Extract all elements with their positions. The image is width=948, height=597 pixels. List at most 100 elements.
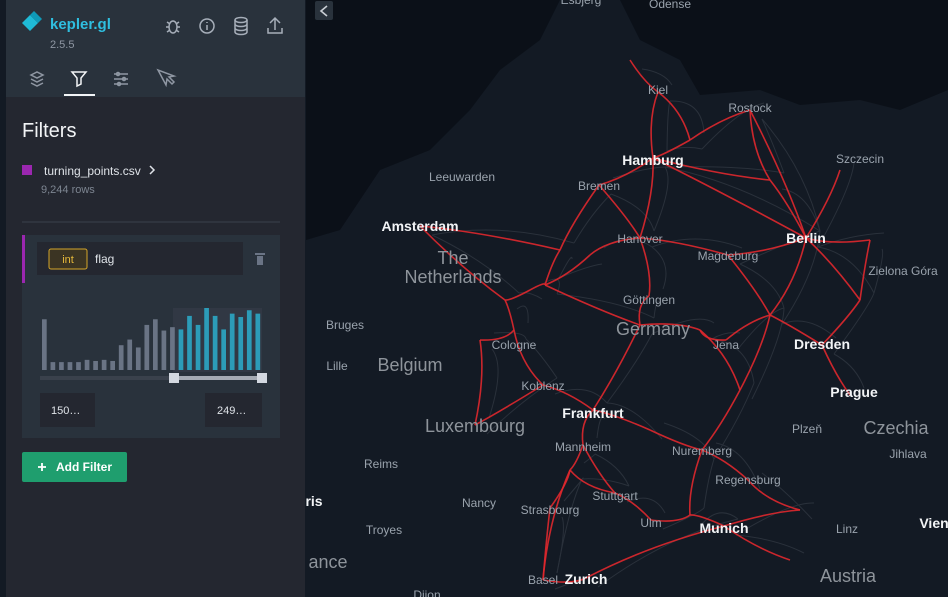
field-name: flag — [95, 252, 114, 266]
map-label: Jihlava — [889, 447, 927, 461]
rail-line — [805, 169, 841, 239]
map-label: Regensburg — [715, 473, 780, 487]
road — [626, 497, 666, 514]
map-label: Bremen — [578, 179, 620, 193]
histogram-bar — [246, 310, 252, 370]
range-handle-min[interactable] — [169, 373, 179, 383]
histogram-bar — [42, 319, 47, 370]
histogram-bar — [204, 308, 209, 370]
rail-line — [542, 384, 594, 411]
map-label: Frankfurt — [562, 405, 624, 421]
share-icon[interactable] — [267, 16, 283, 34]
active-tab-indicator — [64, 94, 95, 96]
field-type-badge — [48, 248, 88, 270]
histogram-bar — [127, 339, 133, 370]
map-label: Jena — [713, 338, 739, 352]
rail-line — [689, 514, 725, 527]
rail-line — [859, 239, 871, 301]
dataset-rows: 9,244 rows — [41, 184, 95, 196]
map-label: Hamburg — [622, 152, 683, 168]
histogram-bar — [170, 327, 175, 370]
range-handle-max[interactable] — [257, 373, 267, 383]
rail-line — [652, 157, 807, 239]
rail-line — [639, 237, 651, 297]
rail-line — [725, 314, 771, 341]
range-track — [40, 376, 262, 380]
rail-line — [739, 314, 771, 391]
rail-line — [419, 225, 561, 251]
rail-line — [614, 492, 652, 521]
rail-line — [805, 237, 871, 243]
rail-line — [569, 444, 584, 471]
range-max-input[interactable] — [205, 393, 262, 427]
rail-line — [592, 409, 651, 431]
interactions-tab[interactable] — [114, 71, 128, 87]
road — [516, 305, 529, 324]
road — [518, 292, 543, 300]
rail-line — [479, 329, 515, 341]
dataset-chevron[interactable] — [149, 165, 156, 175]
road — [431, 229, 575, 244]
rail-line — [639, 323, 701, 331]
map-label: Vien — [919, 515, 948, 531]
map-label: Leeuwarden — [429, 170, 495, 184]
histogram-bar — [153, 319, 158, 370]
histogram-bar — [144, 324, 150, 370]
histogram-bar — [118, 345, 124, 370]
rail-line — [585, 525, 725, 579]
delete-filter[interactable] — [255, 253, 265, 265]
histogram-bar — [84, 359, 90, 370]
road — [713, 382, 755, 460]
road — [610, 193, 655, 232]
map-label: Berlin — [786, 230, 826, 246]
road — [486, 377, 558, 435]
histogram-bar — [93, 360, 98, 370]
dataset-color — [22, 165, 32, 175]
histogram-bar — [76, 362, 81, 370]
map-label: Dresden — [794, 336, 850, 352]
rail-line — [657, 91, 691, 141]
bug-report-icon[interactable] — [166, 20, 180, 34]
histogram-bar — [110, 360, 116, 370]
info-icon[interactable] — [199, 18, 215, 34]
map-label: Strasbourg — [521, 503, 580, 517]
rail-line — [723, 525, 791, 561]
range-min-input[interactable] — [40, 393, 95, 427]
collapse-icon — [319, 5, 328, 17]
panel-header — [6, 0, 305, 97]
rail-line — [529, 283, 546, 291]
rail-line — [504, 289, 531, 301]
rail-line — [747, 479, 801, 511]
add-filter-button[interactable] — [22, 452, 127, 482]
database-icon[interactable] — [234, 16, 248, 36]
road — [573, 193, 612, 244]
rail-line — [542, 577, 587, 583]
rail-line — [701, 389, 741, 451]
road — [431, 234, 520, 294]
map-label: Szczecin — [836, 152, 884, 166]
dataset-name[interactable]: turning_points.csv — [44, 164, 141, 178]
filters-tab[interactable] — [70, 71, 88, 88]
histogram-bar — [212, 315, 218, 370]
road — [556, 478, 583, 574]
layers-tab[interactable] — [29, 71, 45, 87]
histogram-bar — [67, 362, 73, 370]
map-label: Bruges — [326, 318, 364, 332]
road — [664, 166, 785, 174]
histogram-bar — [50, 362, 56, 370]
rail-line — [592, 324, 641, 411]
histogram-bar — [59, 362, 64, 370]
base-map-tab[interactable] — [156, 68, 177, 88]
map-label: ris — [305, 493, 322, 509]
rail-line — [821, 344, 851, 396]
rail-line — [581, 409, 594, 446]
road — [735, 502, 815, 536]
collapse-button[interactable] — [315, 1, 333, 20]
map-label: Magdeburg — [698, 249, 759, 263]
rail-line — [582, 444, 616, 494]
rail-line — [689, 109, 751, 141]
map-label: Prague — [830, 384, 878, 400]
rail-line — [559, 184, 600, 251]
map-label: Cologne — [492, 338, 537, 352]
road — [606, 333, 653, 404]
